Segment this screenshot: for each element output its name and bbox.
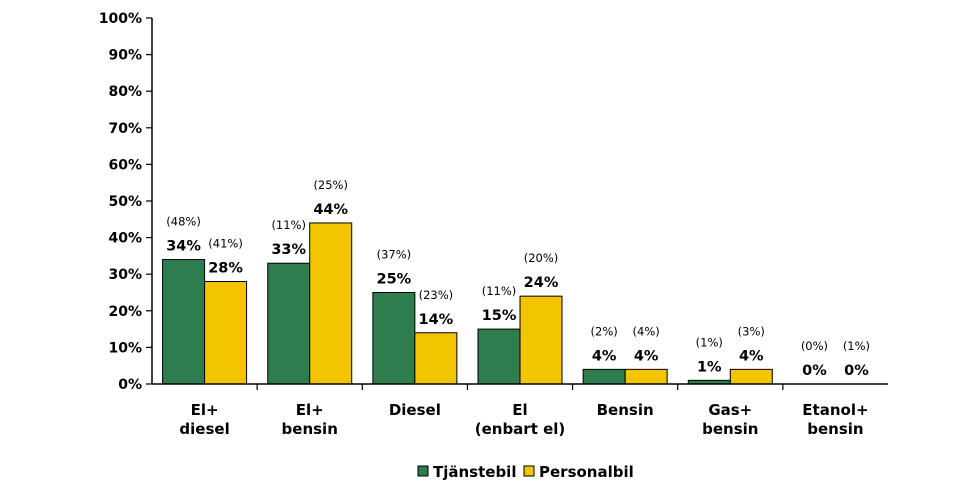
y-tick-label: 70% [108, 121, 142, 137]
secondary-data-label: (25%) [313, 178, 348, 192]
secondary-data-label: (4%) [633, 324, 660, 338]
data-label: 15% [482, 308, 517, 324]
bar [477, 328, 521, 385]
y-tick-label: 80% [108, 84, 142, 100]
x-tick-label: Diesel [389, 401, 441, 419]
secondary-data-label: (48%) [166, 215, 201, 229]
bar [309, 222, 353, 385]
x-tick-label-line: bensin [807, 420, 863, 438]
secondary-data-label: (0%) [801, 339, 828, 353]
data-label: 4% [634, 348, 659, 364]
legend-label: Tjänstebil [433, 463, 516, 481]
secondary-data-label: (2%) [591, 324, 618, 338]
data-label: 44% [313, 202, 348, 218]
legend-label: Personalbil [539, 463, 634, 481]
bar [582, 368, 626, 385]
secondary-data-label: (23%) [419, 288, 454, 302]
data-label: 25% [376, 272, 411, 288]
y-tick-label: 60% [108, 157, 142, 173]
x-tick-label-line: (enbart el) [475, 420, 566, 438]
data-label: 4% [739, 348, 764, 364]
y-tick-label: 40% [108, 231, 142, 247]
x-tick-label: Gas+ bensin [702, 401, 758, 438]
y-axis: 0% 10% 20% 30% 40% 50% 60% 70% 80% 90% 100% [99, 11, 153, 393]
bar [729, 368, 773, 385]
x-tick-label-line: El+ [296, 401, 324, 419]
y-tick-label: 0% [118, 377, 142, 393]
y-tick-label: 20% [108, 304, 142, 320]
y-tick-label: 90% [108, 48, 142, 64]
secondary-data-label: (37%) [377, 248, 412, 262]
secondary-data-label: (1%) [843, 339, 870, 353]
data-label: 4% [592, 348, 617, 364]
bar [162, 259, 206, 385]
x-tick-label: El+ bensin [282, 401, 338, 438]
bars [162, 222, 773, 385]
data-label: 0% [844, 363, 869, 379]
legend-swatch [417, 465, 429, 477]
bar [267, 262, 311, 385]
secondary-data-label: (11%) [271, 218, 306, 232]
bar [519, 295, 563, 385]
x-tick-label-line: bensin [702, 420, 758, 438]
x-tick-label-line: diesel [179, 420, 229, 438]
bar [414, 332, 458, 385]
secondary-data-label: (3%) [738, 324, 765, 338]
y-tick-label: 30% [108, 267, 142, 283]
data-label: 34% [166, 239, 201, 255]
x-tick-label-line: Etanol+ [802, 401, 868, 419]
data-label: 1% [697, 359, 722, 375]
secondary-data-label: (1%) [696, 335, 723, 349]
data-label: 28% [208, 261, 243, 277]
value-labels: 34% (48%) 28% (41%) 33% (11%) 44% (25%) 25% (37%)… [166, 178, 870, 379]
data-label: 14% [418, 312, 453, 328]
bar [372, 292, 416, 385]
bar [204, 281, 248, 385]
x-tick-label-line: Bensin [597, 401, 654, 419]
y-tick-label: 100% [99, 11, 142, 27]
bar [624, 368, 668, 385]
x-tick-label: Bensin [597, 401, 654, 419]
data-label: 33% [271, 242, 306, 258]
x-tick-label-line: Diesel [389, 401, 441, 419]
secondary-data-label: (41%) [208, 237, 243, 251]
secondary-data-label: (20%) [524, 251, 559, 265]
x-tick-label-line: El+ [191, 401, 219, 419]
y-tick-label: 10% [108, 340, 142, 356]
data-label: 24% [524, 275, 559, 291]
x-tick-label: Etanol+ bensin [802, 401, 868, 438]
legend-swatch [523, 465, 535, 477]
x-tick-label: El+ diesel [179, 401, 229, 438]
x-tick-label-line: El [512, 401, 527, 419]
x-tick-label: El (enbart el) [475, 401, 566, 438]
x-tick-label-line: Gas+ [708, 401, 752, 419]
secondary-data-label: (11%) [482, 284, 517, 298]
data-label: 0% [802, 363, 827, 379]
x-tick-label-line: bensin [282, 420, 338, 438]
legend: Tjänstebil Personalbil [417, 463, 634, 481]
y-tick-label: 50% [108, 194, 142, 210]
